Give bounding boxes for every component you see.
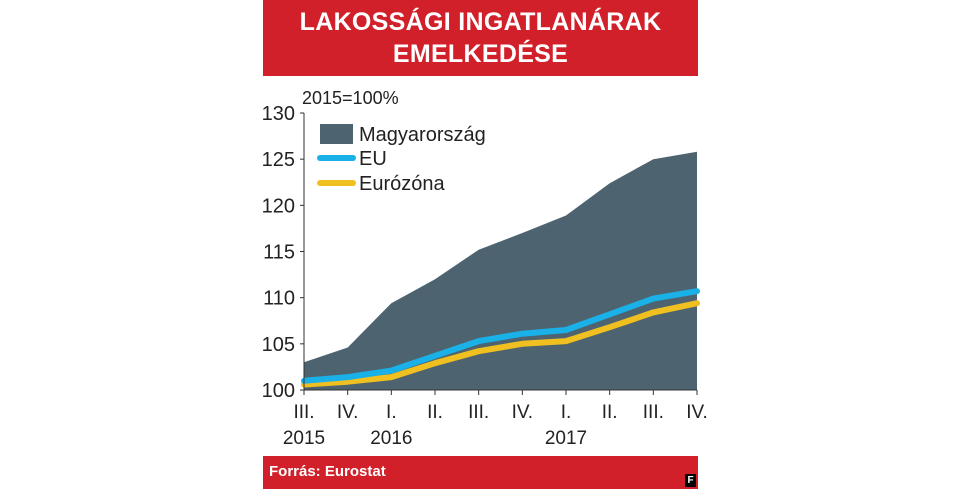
x-tick-label: III. <box>468 402 489 423</box>
y-tick-label: 125 <box>262 149 295 171</box>
y-tick-label: 130 <box>262 103 295 125</box>
y-tick-label: 105 <box>262 334 295 356</box>
line-eu <box>301 288 700 384</box>
unit-label: 2015=100% <box>302 88 399 108</box>
y-tick-label: 110 <box>263 288 295 310</box>
x-tick-label: I. <box>561 402 572 423</box>
year-label: 2015 <box>283 428 325 449</box>
y-tick-label: 115 <box>263 242 295 264</box>
y-tick-label: 120 <box>262 195 295 217</box>
year-label: 2017 <box>545 428 587 449</box>
x-tick-label: IV. <box>686 402 708 423</box>
title-line-1: LAKOSSÁGI INGATLANÁRAK <box>299 8 662 36</box>
x-tick-label: I. <box>386 402 397 423</box>
legend-label: Eurózóna <box>359 173 445 195</box>
publisher-logo: F <box>685 474 696 487</box>
chart-title: LAKOSSÁGI INGATLANÁRAK EMELKEDÉSE <box>263 0 698 76</box>
legend-label: EU <box>359 148 387 170</box>
x-tick-label: II. <box>602 402 618 423</box>
y-tick-label: 100 <box>262 380 295 402</box>
legend-label: Magyarország <box>359 124 486 146</box>
x-tick-label: III. <box>643 402 664 423</box>
legend-swatch-magyarorszag <box>320 124 353 144</box>
x-tick-label: III. <box>293 402 314 423</box>
title-line-2: EMELKEDÉSE <box>392 40 569 68</box>
source-text: Forrás: Eurostat <box>269 463 386 480</box>
x-tick-label: IV. <box>337 402 359 423</box>
footer: Forrás: Eurostat F <box>263 456 698 489</box>
x-tick-label: II. <box>427 402 443 423</box>
line-eurozona <box>301 300 700 388</box>
x-tick-label: IV. <box>512 402 534 423</box>
year-label: 2016 <box>370 428 412 449</box>
